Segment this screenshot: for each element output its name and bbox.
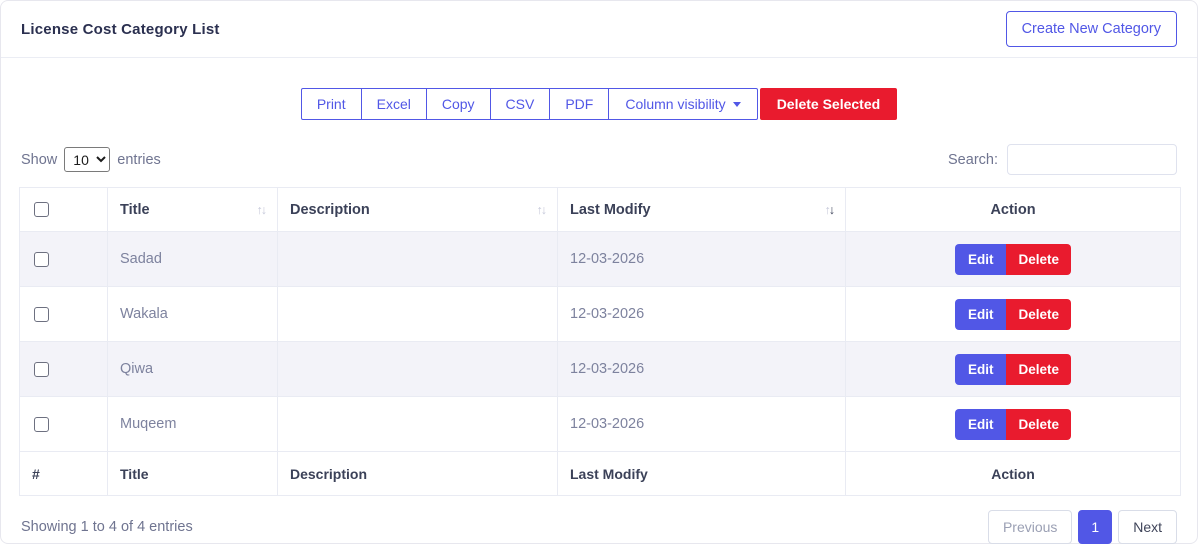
pdf-button[interactable]: PDF: [549, 88, 610, 120]
table-controls: Show 10 entries Search:: [21, 144, 1177, 175]
row-checkbox[interactable]: [34, 416, 49, 432]
page-1-button[interactable]: 1: [1078, 510, 1113, 544]
page-size-select[interactable]: 10: [64, 147, 111, 172]
footer-action-cell: Action: [845, 451, 1181, 496]
csv-button[interactable]: CSV: [489, 88, 551, 120]
footer-header-row: # Title Description Last Modify Action: [19, 451, 1181, 496]
row-title-cell: Sadad: [107, 231, 278, 287]
sort-icon-last-modify-desc-active: ↑↓: [824, 202, 836, 217]
table-row: Qiwa 12-03-2026 Edit Delete: [19, 341, 1181, 397]
row-description-cell: [277, 286, 558, 342]
row-title-cell: Qiwa: [107, 341, 278, 397]
previous-page-button[interactable]: Previous: [987, 510, 1073, 544]
column-header-last-modify-label: Last Modify: [570, 201, 651, 218]
row-checkbox-cell: [19, 396, 108, 452]
row-action-cell: Edit Delete: [845, 286, 1181, 342]
create-new-category-button[interactable]: Create New Category: [1005, 11, 1177, 47]
edit-button[interactable]: Edit: [954, 408, 1007, 440]
sort-icon-description: ↑↓: [536, 202, 548, 217]
row-checkbox-cell: [19, 231, 108, 287]
row-checkbox[interactable]: [34, 251, 49, 267]
delete-button[interactable]: Delete: [1006, 298, 1072, 330]
sort-icon-title: ↑↓: [256, 202, 268, 217]
column-header-title-label: Title: [120, 201, 150, 218]
search-control: Search:: [948, 144, 1177, 175]
delete-button[interactable]: Delete: [1006, 408, 1072, 440]
footer-title-cell: Title: [107, 451, 278, 496]
edit-button[interactable]: Edit: [954, 243, 1007, 275]
row-description-cell: [277, 396, 558, 452]
excel-button[interactable]: Excel: [360, 88, 427, 120]
row-title-cell: Wakala: [107, 286, 278, 342]
footer-index-cell: #: [19, 451, 108, 496]
row-title-cell: Muqeem: [107, 396, 278, 452]
select-all-checkbox[interactable]: [34, 202, 49, 218]
select-all-header-cell: [19, 187, 108, 232]
row-checkbox-cell: [19, 341, 108, 397]
delete-selected-button[interactable]: Delete Selected: [759, 88, 898, 120]
table-row: Wakala 12-03-2026 Edit Delete: [19, 286, 1181, 342]
table-foot: # Title Description Last Modify Action: [19, 451, 1181, 496]
edit-button[interactable]: Edit: [954, 298, 1007, 330]
row-description-cell: [277, 341, 558, 397]
row-action-cell: Edit Delete: [845, 396, 1181, 452]
search-label: Search:: [948, 151, 998, 168]
delete-button[interactable]: Delete: [1006, 353, 1072, 385]
caret-down-icon: [732, 101, 741, 107]
row-action-cell: Edit Delete: [845, 341, 1181, 397]
row-action-cell: Edit Delete: [845, 231, 1181, 287]
column-header-last-modify[interactable]: Last Modify ↑↓: [557, 187, 846, 232]
row-last-modify-cell: 12-03-2026: [557, 231, 846, 287]
next-page-button[interactable]: Next: [1118, 510, 1177, 544]
table-head: Title ↑↓ Description ↑↓ Last Modify ↑↓: [19, 187, 1181, 232]
pagination: Previous 1 Next: [987, 510, 1177, 544]
copy-button[interactable]: Copy: [425, 88, 491, 120]
column-header-description[interactable]: Description ↑↓: [277, 187, 558, 232]
table-row: Sadad 12-03-2026 Edit Delete: [19, 231, 1181, 287]
row-last-modify-cell: 12-03-2026: [557, 286, 846, 342]
footer-last-modify-cell: Last Modify: [557, 451, 846, 496]
page-title: License Cost Category List: [21, 20, 220, 38]
search-input[interactable]: [1007, 144, 1177, 175]
footer-description-cell: Description: [277, 451, 558, 496]
category-table: Title ↑↓ Description ↑↓ Last Modify ↑↓: [19, 187, 1181, 496]
row-last-modify-cell: 12-03-2026: [557, 341, 846, 397]
column-header-action: Action: [845, 187, 1181, 232]
page-length-control: Show 10 entries: [21, 147, 161, 172]
row-checkbox-cell: [19, 286, 108, 342]
column-visibility-label: Column visibility: [625, 96, 726, 112]
column-header-title[interactable]: Title ↑↓: [107, 187, 278, 232]
table-row: Muqeem 12-03-2026 Edit Delete: [19, 396, 1181, 452]
edit-button[interactable]: Edit: [954, 353, 1007, 385]
entries-summary: Showing 1 to 4 of 4 entries: [21, 519, 193, 535]
card-header: License Cost Category List Create New Ca…: [1, 1, 1197, 58]
column-header-description-label: Description: [290, 201, 370, 218]
row-last-modify-cell: 12-03-2026: [557, 396, 846, 452]
delete-button[interactable]: Delete: [1006, 243, 1072, 275]
export-toolbar: Print Excel Copy CSV PDF Column visibili…: [1, 88, 1197, 120]
row-checkbox[interactable]: [34, 306, 49, 322]
row-description-cell: [277, 231, 558, 287]
table-body: Sadad 12-03-2026 Edit Delete Wakala 12-0…: [19, 231, 1181, 452]
table-footer: Showing 1 to 4 of 4 entries Previous 1 N…: [21, 510, 1177, 544]
entries-label: entries: [117, 151, 161, 168]
print-button[interactable]: Print: [300, 88, 362, 120]
column-visibility-dropdown[interactable]: Column visibility: [608, 88, 758, 120]
header-row: Title ↑↓ Description ↑↓ Last Modify ↑↓: [19, 187, 1181, 232]
show-label: Show: [21, 151, 58, 168]
row-checkbox[interactable]: [34, 361, 49, 377]
